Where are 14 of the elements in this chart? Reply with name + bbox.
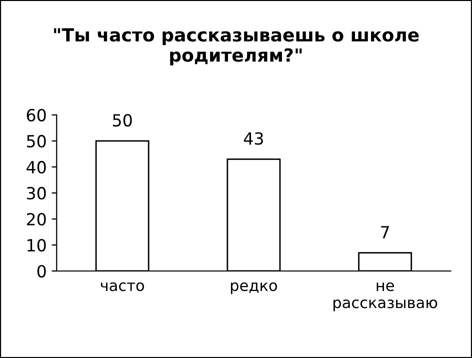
data-label: 7 xyxy=(381,226,389,238)
x-tick-label: часто xyxy=(100,282,144,292)
y-tick-label: 60 xyxy=(26,108,46,122)
y-tick-label: 10 xyxy=(28,238,46,252)
y-tick-label: 20 xyxy=(26,212,46,226)
chart-title: "Ты часто рассказываешь о школе родителям?" xyxy=(54,28,419,66)
y-tick-label: 50 xyxy=(26,134,46,148)
x-tick-label: не рассказываю xyxy=(334,282,438,312)
data-label: 43 xyxy=(244,132,263,145)
y-tick-label: 0 xyxy=(37,264,46,278)
y-tick-label: 30 xyxy=(26,186,46,200)
data-label: 50 xyxy=(113,114,132,127)
y-tick-label: 40 xyxy=(26,160,46,174)
x-tick-label: редко xyxy=(230,282,277,294)
